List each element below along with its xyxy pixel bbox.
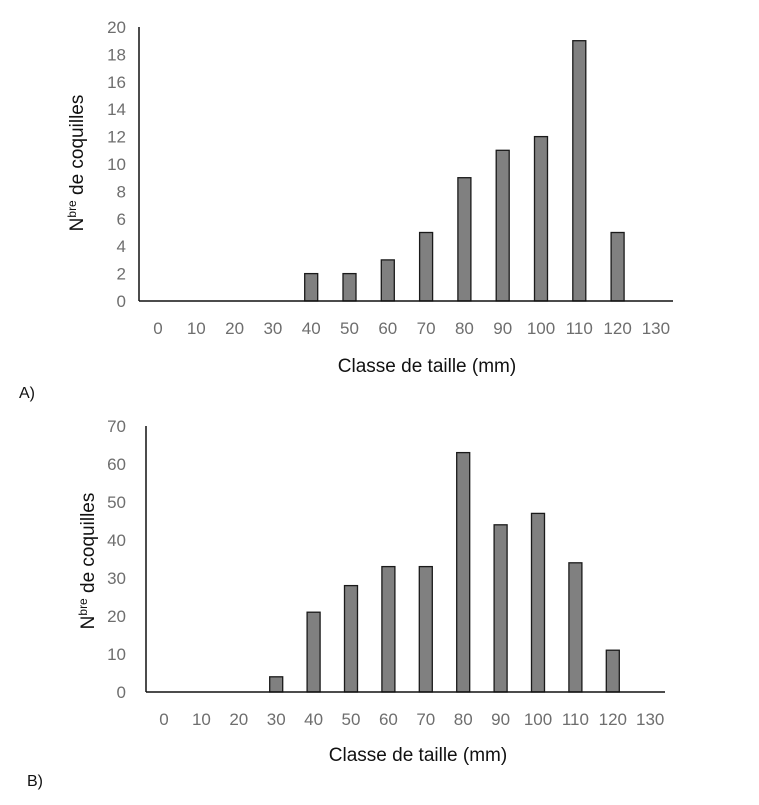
chart-a-x-tick-110: 110 (566, 319, 593, 338)
chart-b-bar-50 (343, 584, 359, 693)
chart-a-x-tick-120: 120 (603, 319, 631, 338)
chart-b-panel-label: B) (27, 773, 43, 790)
chart-a-x-tick-10: 10 (187, 319, 206, 338)
chart-a-x-tick-80: 80 (455, 319, 474, 338)
chart-b-y-tick-40: 40 (107, 531, 126, 550)
chart-b-y-tick-60: 60 (107, 455, 126, 474)
chart-b-bar-100 (530, 512, 546, 693)
chart-b-x-tick-80: 80 (454, 710, 473, 729)
chart-b-x-tick-60: 60 (379, 710, 398, 729)
chart-a-y-tick-10: 10 (107, 155, 126, 174)
chart-b-x-tick-100: 100 (524, 710, 552, 729)
chart-b-y-tick-30: 30 (107, 569, 126, 588)
chart-a-ylabel-rest: de coquilles (67, 95, 88, 201)
chart-b-ylabel-sup: bre (76, 598, 90, 616)
chart-b-x-tick-70: 70 (416, 710, 435, 729)
chart-b-y-tick-70: 70 (107, 417, 126, 436)
chart-a-y-ticks: 0 2 4 6 8 10 12 14 16 18 20 (107, 18, 126, 311)
chart-b-bar-30 (269, 676, 284, 693)
chart-a-x-tick-20: 20 (225, 319, 244, 338)
chart-b-x-tick-20: 20 (229, 710, 248, 729)
chart-b-bar-40 (306, 611, 321, 693)
chart-a-y-tick-0: 0 (117, 292, 126, 311)
chart-b-x-tick-50: 50 (342, 710, 361, 729)
chart-a-bar-110 (572, 40, 587, 302)
chart-a: 0 2 4 6 8 10 12 14 16 18 20 0 10 20 30 40 50 60 70 80 90 100… (19, 18, 673, 402)
chart-a-bar-120 (610, 231, 625, 302)
chart-b-x-tick-90: 90 (491, 710, 510, 729)
chart-b-x-tick-110: 110 (562, 710, 589, 729)
chart-a-y-tick-6: 6 (117, 210, 126, 229)
chart-b-x-tick-120: 120 (599, 710, 627, 729)
chart-a-ylabel-sup: bre (65, 200, 79, 218)
chart-b-x-tick-30: 30 (267, 710, 286, 729)
chart-b: 0 10 20 30 40 50 60 70 0 10 20 30 40 50 60 70 80 90 100 11… (27, 417, 665, 790)
chart-b-y-tick-10: 10 (107, 645, 126, 664)
chart-a-x-tick-40: 40 (302, 319, 321, 338)
chart-a-bar-70 (418, 231, 434, 302)
chart-a-y-tick-18: 18 (107, 45, 126, 64)
chart-b-bar-90 (493, 524, 508, 693)
chart-b-ylabel-main: N (78, 616, 99, 630)
chart-a-bar-60 (380, 259, 395, 302)
chart-a-y-tick-16: 16 (107, 73, 126, 92)
chart-b-xlabel: Classe de taille (mm) (329, 745, 507, 766)
chart-a-bar-50 (342, 272, 357, 302)
chart-a-x-tick-30: 30 (263, 319, 282, 338)
chart-b-bar-80 (456, 451, 471, 693)
chart-a-bars (304, 40, 625, 302)
chart-a-x-tick-100: 100 (527, 319, 555, 338)
chart-a-x-tick-130: 130 (642, 319, 670, 338)
chart-b-ylabel: Nbre de coquilles (76, 493, 99, 630)
chart-a-panel-label: A) (19, 385, 35, 402)
chart-a-x-tick-0: 0 (153, 319, 162, 338)
chart-a-y-tick-20: 20 (107, 18, 126, 37)
chart-b-x-tick-40: 40 (304, 710, 323, 729)
chart-a-bar-80 (457, 177, 472, 302)
chart-a-ylabel: Nbre de coquilles (65, 95, 88, 232)
chart-b-y-tick-0: 0 (117, 683, 126, 702)
chart-b-bars (269, 451, 620, 693)
chart-a-y-tick-12: 12 (107, 128, 126, 147)
chart-b-bar-120 (605, 649, 620, 693)
chart-a-y-tick-14: 14 (107, 100, 126, 119)
chart-a-x-tick-50: 50 (340, 319, 359, 338)
chart-a-y-tick-4: 4 (117, 237, 126, 256)
chart-a-xlabel: Classe de taille (mm) (338, 356, 516, 377)
chart-a-x-tick-60: 60 (378, 319, 397, 338)
chart-a-y-tick-2: 2 (117, 265, 126, 284)
chart-b-y-tick-20: 20 (107, 607, 126, 626)
chart-a-ylabel-main: N (67, 218, 88, 232)
chart-a-x-ticks: 0 10 20 30 40 50 60 70 80 90 100 110 120 130 (153, 319, 670, 338)
chart-b-y-ticks: 0 10 20 30 40 50 60 70 (107, 417, 126, 702)
chart-a-bar-40 (304, 272, 319, 302)
chart-b-x-tick-0: 0 (159, 710, 168, 729)
chart-b-x-tick-10: 10 (192, 710, 211, 729)
chart-b-bar-110 (568, 562, 583, 693)
chart-b-x-ticks: 0 10 20 30 40 50 60 70 80 90 100 110 120 130 (159, 710, 664, 729)
chart-a-x-tick-90: 90 (493, 319, 512, 338)
chart-a-y-tick-8: 8 (117, 182, 126, 201)
chart-a-bar-100 (533, 135, 549, 302)
chart-b-bar-60 (381, 565, 396, 693)
chart-a-bar-90 (495, 149, 510, 302)
chart-b-bar-70 (418, 565, 433, 693)
chart-a-x-tick-70: 70 (417, 319, 436, 338)
chart-b-y-tick-50: 50 (107, 493, 126, 512)
chart-b-ylabel-rest: de coquilles (78, 493, 99, 599)
chart-b-x-tick-130: 130 (636, 710, 664, 729)
